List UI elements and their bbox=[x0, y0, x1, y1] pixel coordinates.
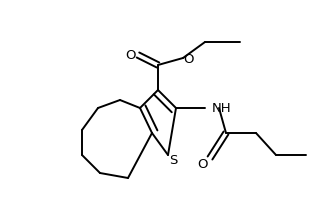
Text: O: O bbox=[198, 158, 208, 172]
Text: NH: NH bbox=[212, 102, 232, 115]
Text: O: O bbox=[126, 48, 136, 62]
Text: S: S bbox=[169, 153, 177, 166]
Text: O: O bbox=[184, 53, 194, 66]
